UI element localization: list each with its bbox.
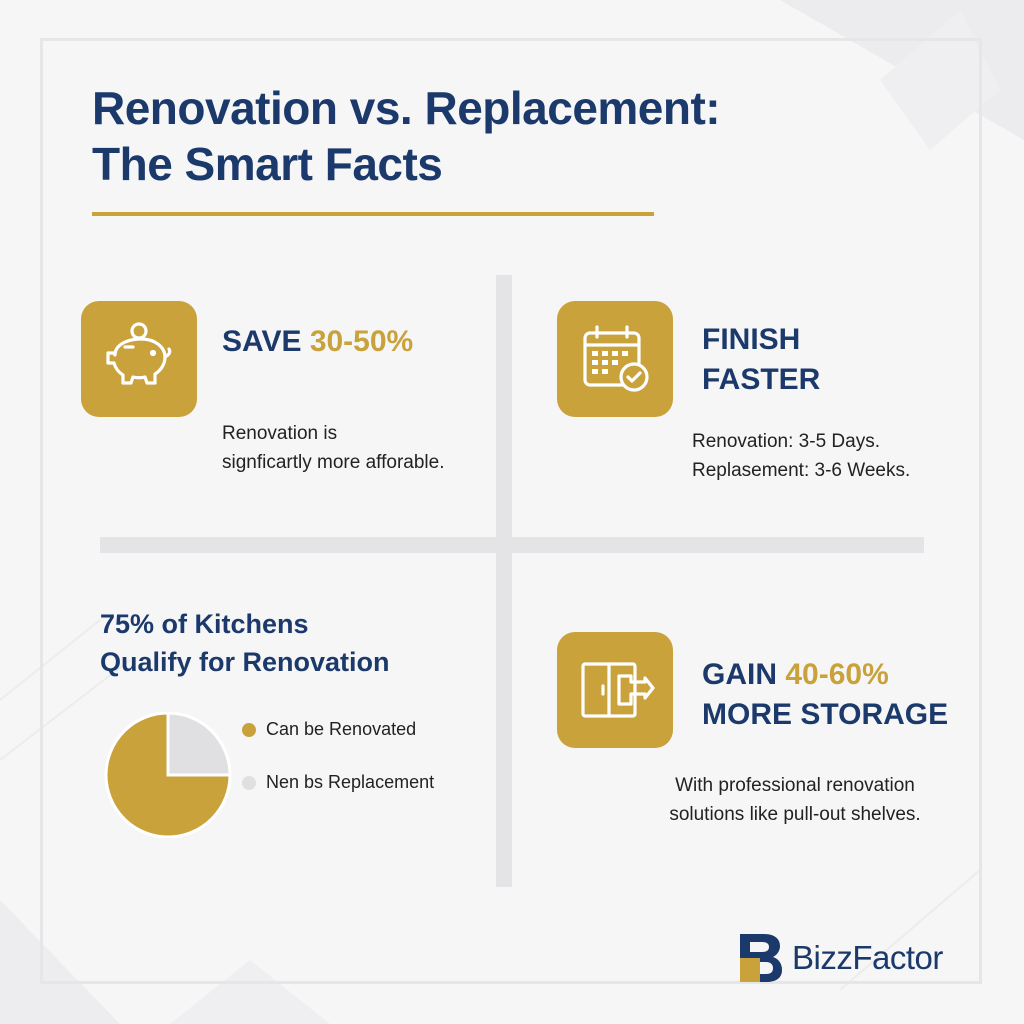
storage-headline-highlight: 40-60% [785, 658, 889, 691]
content-frame [40, 38, 982, 984]
qualify-title-line-1: 75% of Kitchens [100, 609, 309, 639]
storage-headline-line-2: MORE STORAGE [702, 698, 949, 731]
save-headline-highlight: 30-50% [309, 325, 414, 358]
storage-headline-line-1: GAIN 40-60% [702, 655, 948, 695]
qualify-pie-chart [104, 712, 232, 838]
finish-headline: FINISH FASTER [702, 320, 820, 400]
vertical-divider [496, 275, 512, 887]
storage-body-line-2: solutions like pull-out shelves. [669, 804, 921, 825]
legend-dot-renovated [242, 722, 256, 737]
title-line-1: Renovation vs. Replacement: [92, 82, 721, 134]
finish-body-line-2: Replasement: 3-6 Weeks. [692, 460, 911, 481]
title-line-2: The Smart Facts [92, 138, 443, 190]
storage-body: With professional renovation solutions l… [665, 771, 925, 829]
save-headline: SAVE 30-50% [222, 322, 413, 362]
save-body-line-2: signficartly more afforable. [222, 452, 445, 473]
save-headline-prefix: SAVE [222, 325, 310, 358]
qualify-title-line-2: Qualify for Renovation [100, 647, 390, 677]
finish-headline-line-1: FINISH [702, 323, 801, 356]
save-body: Renovation is signficartly more afforabl… [222, 419, 444, 477]
storage-headline-prefix: GAIN [702, 658, 786, 691]
pie-slice-replacement [166, 712, 232, 777]
finish-headline-line-2: FASTER [702, 363, 821, 396]
save-body-line-1: Renovation is [222, 423, 338, 444]
legend-dot-replacement [242, 775, 256, 790]
piggy-bank-icon [81, 301, 197, 417]
brand-name: BizzFactor [792, 939, 943, 976]
brand-logo: BizzFactor [738, 932, 943, 984]
calendar-check-icon [557, 301, 673, 417]
finish-body-line-1: Renovation: 3-5 Days. [692, 431, 880, 452]
legend-label-renovated: Can be Renovated [266, 719, 417, 739]
storage-headline: GAIN 40-60% MORE STORAGE [702, 655, 948, 735]
legend-label-replacement: Nen bs Replacement [266, 772, 435, 792]
page-title: Renovation vs. Replacement: The Smart Fa… [92, 80, 792, 192]
bizzfactor-logo-icon [740, 934, 782, 982]
qualify-title: 75% of Kitchens Qualify for Renovation [100, 605, 390, 681]
title-underline [92, 212, 654, 216]
finish-body: Renovation: 3-5 Days. Replasement: 3-6 W… [692, 427, 910, 485]
legend-item-replacement: Nen bs Replacement [242, 772, 434, 793]
storage-body-line-1: With professional renovation [675, 775, 915, 796]
cabinet-pullout-icon [557, 632, 673, 748]
legend-item-renovated: Can be Renovated [242, 719, 416, 740]
horizontal-divider [100, 537, 924, 553]
